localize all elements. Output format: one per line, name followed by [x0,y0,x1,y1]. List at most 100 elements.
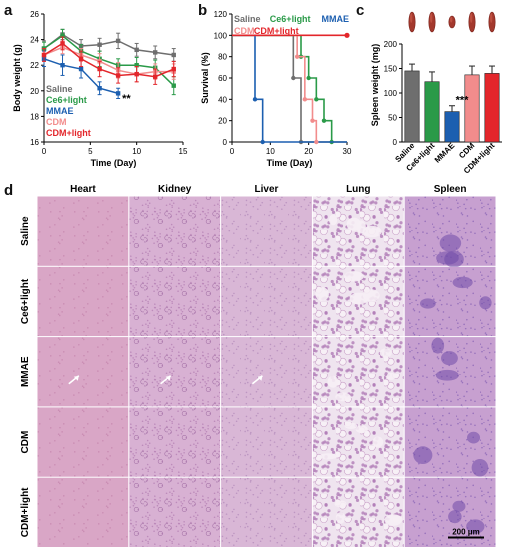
white-pulp [431,337,445,354]
column-header-heart: Heart [70,184,96,195]
white-pulp [452,276,473,289]
data-point [115,73,121,78]
spleen-highlight [410,13,413,23]
white-pulp [471,458,489,477]
event-marker [252,97,258,102]
tissue-image [221,196,312,266]
alveolar-space [362,225,382,238]
event-marker [306,75,311,81]
white-pulp [413,446,433,465]
y-tick-label: 120 [214,10,228,19]
series-line [43,34,175,87]
bar-cdm-light [484,73,500,143]
significance-annotation: *** [456,95,470,107]
micrograph-spleen-cdm [404,407,496,477]
micrograph-liver-ce6-light [221,266,312,337]
tissue-image [221,407,312,477]
x-tick-label: 0 [42,147,47,156]
y-tick-label: 40 [218,95,227,104]
x-tick-label: 30 [343,147,352,156]
white-pulp [479,296,492,310]
white-pulp [466,519,485,534]
micrograph-spleen-ce6-light [404,266,496,337]
y-axis-label: Body weight (g) [12,44,22,112]
data-point [115,38,121,44]
white-pulp [444,250,464,268]
alveolar-space [328,214,338,226]
x-tick-label: 10 [266,147,275,156]
histology-svg: Heart Kidney Liver Lung Spleen Saline Ce6+ligh… [20,184,496,547]
alveolar-space [344,422,358,429]
panel-label-d: d [4,182,14,199]
micrograph-spleen-mmae [404,337,496,407]
x-tick-label: 0 [230,147,235,156]
row-header-ce6-light: Ce6+light [20,278,31,324]
data-point [171,83,176,88]
x-tick-label: 10 [132,147,141,156]
data-point [60,41,65,46]
tissue-image [129,337,221,407]
column-header-spleen: Spleen [434,184,467,195]
series-cdm-light [41,36,176,85]
panel-label-c: c [356,2,365,19]
panel-label-b: b [198,2,208,19]
x-axis-label: Time (Day) [267,158,313,168]
alveolar-space [319,453,338,460]
micrograph-heart-cdm [37,407,129,477]
micrograph-kidney-cdm [129,407,221,477]
white-pulp [435,369,459,381]
row-header-cdm-light: CDM+light [20,487,31,537]
micrograph-spleen-saline [404,196,496,268]
bar-mmae [444,111,460,143]
column-header-lung: Lung [346,184,370,195]
row-header-saline: Saline [20,216,31,246]
legend-entry-saline: Saline [234,14,261,24]
legend-entry-cdm: CDM [234,26,255,36]
series-line [43,46,174,75]
tissue-image [221,477,312,547]
event-marker [314,139,319,145]
micrograph-liver-cdm-light [221,477,312,547]
spleen-highlight [490,13,493,23]
alveolar-space [335,512,346,524]
series-cdm-light [232,32,350,38]
tissue-image [129,266,221,337]
micrograph-lung-saline [312,196,404,266]
y-tick-label: 0 [223,138,228,147]
micrograph-heart-ce6-light [37,266,129,337]
y-axis-label: Survival (%) [200,52,210,104]
alveolar-space [379,348,392,358]
alveolar-space [334,500,347,508]
white-pulp [441,351,458,366]
column-header-liver: Liver [255,184,279,195]
white-pulp [452,500,466,512]
y-tick-label: 200 [384,40,398,49]
series-ce6-light [232,34,334,145]
event-marker [314,97,319,102]
y-tick-label: 50 [388,114,397,123]
event-marker [294,54,300,59]
micrograph-kidney-ce6-light [129,266,221,337]
micrograph-heart-mmae [37,337,129,407]
data-point [41,52,47,58]
alveolar-space [349,292,369,305]
micrograph-kidney-mmae [129,337,221,407]
data-point [78,56,84,61]
data-point [60,63,65,68]
tissue-image [312,477,404,547]
bar-cdm [464,74,480,143]
white-pulp [467,431,481,444]
legend-entry-mmae: MMAE [322,14,350,24]
event-marker [310,118,315,123]
arrow-head [165,375,171,381]
y-tick-label: 100 [214,31,228,40]
tissue-image [37,337,129,407]
y-axis-label: Spleen weight (mg) [370,44,380,127]
x-tick-label: 5 [88,147,93,156]
significance-annotation: ** [122,93,131,105]
data-point [97,86,102,91]
y-tick-label: 80 [218,53,227,62]
data-point [153,74,158,79]
